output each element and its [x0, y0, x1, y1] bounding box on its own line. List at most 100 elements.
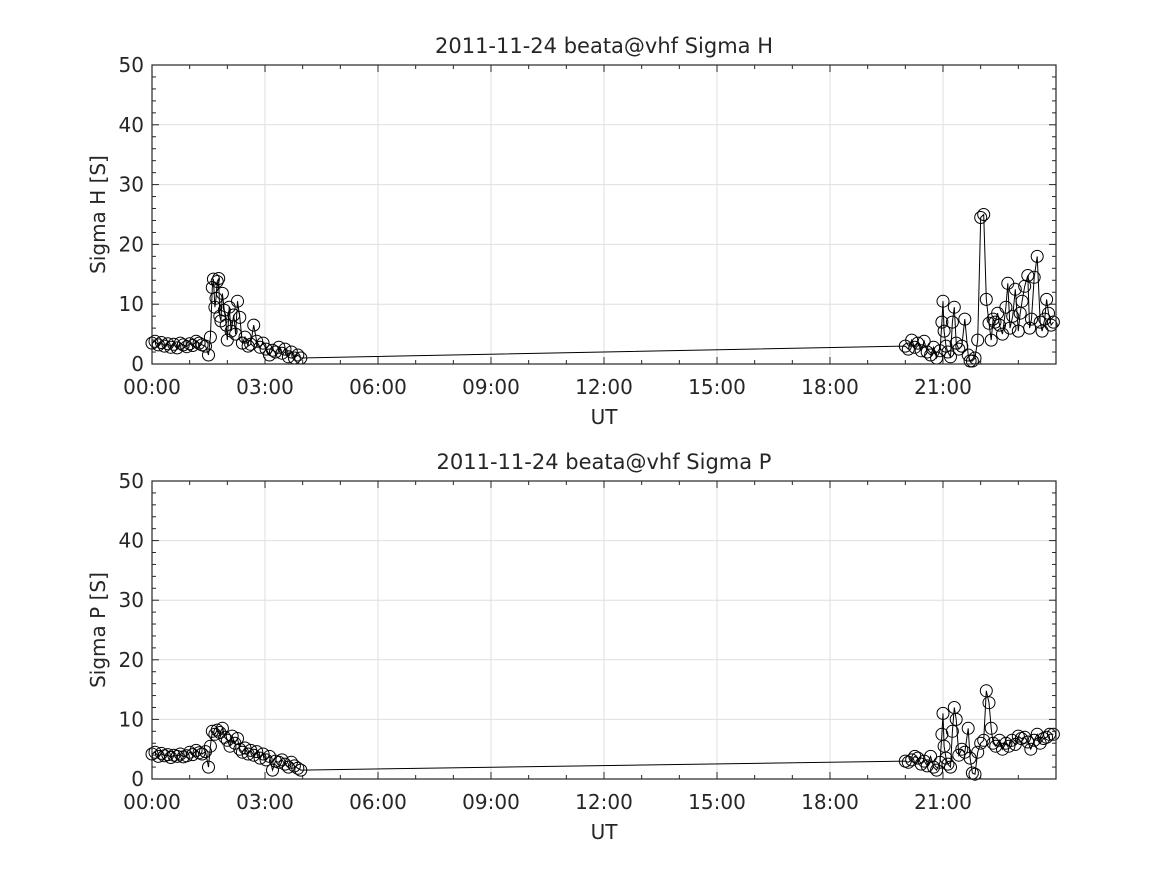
data-point: [220, 733, 234, 747]
y-tick-label: 40: [119, 113, 144, 137]
y-tick-label: 30: [119, 173, 144, 197]
data-point: [233, 310, 247, 324]
data-point: [253, 751, 267, 765]
data-point: [161, 337, 175, 351]
data-point: [202, 760, 215, 774]
y-axis-label: Sigma P [S]: [86, 572, 110, 688]
x-tick-label: 09:00: [462, 375, 520, 399]
data-point: [1046, 727, 1060, 741]
data-point: [908, 340, 922, 354]
data-point: [1040, 730, 1054, 744]
data-point: [914, 344, 928, 358]
data-point: [287, 759, 301, 773]
x-tick-label: 00:00: [123, 375, 181, 399]
data-point: [1002, 739, 1016, 753]
data-point: [157, 339, 171, 353]
data-point: [154, 746, 168, 760]
data-point: [955, 742, 969, 756]
data-point: [247, 318, 261, 332]
data-point: [202, 348, 215, 362]
data-point: [988, 315, 1002, 329]
data-point: [269, 345, 282, 359]
data-point: [284, 345, 298, 359]
data-point: [984, 721, 998, 735]
data-point: [927, 760, 941, 774]
data-point: [1040, 292, 1054, 306]
data-point: [266, 343, 279, 357]
data-point: [213, 726, 227, 739]
data-point: [911, 751, 925, 765]
data-point: [210, 723, 224, 737]
data-point: [982, 316, 996, 330]
chart-title: 2011-11-24 beata@vhf Sigma H: [435, 34, 773, 58]
data-point: [1023, 321, 1037, 335]
data-point: [1021, 735, 1035, 749]
y-tick-label: 10: [119, 707, 144, 731]
data-point: [961, 721, 975, 735]
x-tick-label: 06:00: [349, 375, 407, 399]
data-point: [941, 757, 955, 771]
data-point: [1027, 733, 1041, 747]
x-tick-label: 15:00: [688, 790, 746, 814]
data-point: [250, 745, 264, 759]
data-point: [944, 760, 957, 774]
data-point: [1044, 318, 1058, 332]
data-point: [215, 286, 229, 300]
chart-title: 2011-11-24 beata@vhf Sigma P: [437, 450, 772, 474]
y-tick-label: 20: [119, 232, 144, 256]
data-point: [173, 336, 187, 350]
data-point: [266, 763, 279, 777]
data-point: [244, 337, 258, 351]
x-tick-label: 09:00: [462, 790, 520, 814]
x-tick-label: 18:00: [801, 375, 859, 399]
data-point: [1030, 249, 1044, 263]
data-point: [167, 337, 181, 351]
y-tick-label: 0: [131, 767, 144, 791]
data-point: [920, 759, 934, 773]
data-point: [233, 742, 247, 756]
data-point: [256, 747, 270, 761]
data-point: [1008, 282, 1022, 296]
data-point: [944, 350, 957, 364]
data-point: [205, 724, 219, 738]
y-tick-label: 40: [119, 529, 144, 553]
data-point: [1024, 742, 1038, 756]
series-sigma-p: [145, 684, 1060, 781]
y-axis-label: Sigma H [S]: [86, 155, 110, 274]
data-point: [936, 294, 950, 308]
data-point: [192, 336, 206, 350]
data-point: [170, 749, 184, 763]
data-point: [955, 339, 969, 353]
data-point: [979, 292, 993, 306]
y-tick-label: 50: [119, 53, 144, 77]
y-tick-label: 50: [119, 469, 144, 493]
data-point: [945, 315, 959, 329]
data-point: [914, 757, 928, 771]
data-point: [936, 706, 950, 720]
series-sigma-h: [145, 208, 1060, 368]
data-point: [164, 751, 178, 764]
x-tick-label: 18:00: [801, 790, 859, 814]
data-point: [905, 333, 919, 347]
y-tick-label: 30: [119, 588, 144, 612]
data-point: [939, 339, 953, 353]
data-point: [1035, 324, 1049, 338]
data-point: [901, 342, 915, 356]
axis-ticks: 00:00 03:00 06:00 09:00 12:00 15:00 18:00 21:00…: [119, 469, 1056, 814]
data-point: [161, 748, 175, 762]
series-line: [151, 690, 1054, 775]
data-point: [253, 340, 267, 354]
x-tick-label: 12:00: [575, 375, 633, 399]
data-point: [203, 330, 217, 344]
data-point: [986, 736, 1000, 750]
data-point: [952, 342, 966, 356]
data-point: [186, 748, 200, 762]
data-point: [241, 747, 255, 761]
data-point: [275, 753, 289, 767]
data-point: [209, 291, 223, 305]
data-point: [278, 342, 292, 356]
data-point: [247, 748, 261, 762]
y-tick-label: 20: [119, 648, 144, 672]
y-tick-label: 0: [131, 352, 144, 376]
